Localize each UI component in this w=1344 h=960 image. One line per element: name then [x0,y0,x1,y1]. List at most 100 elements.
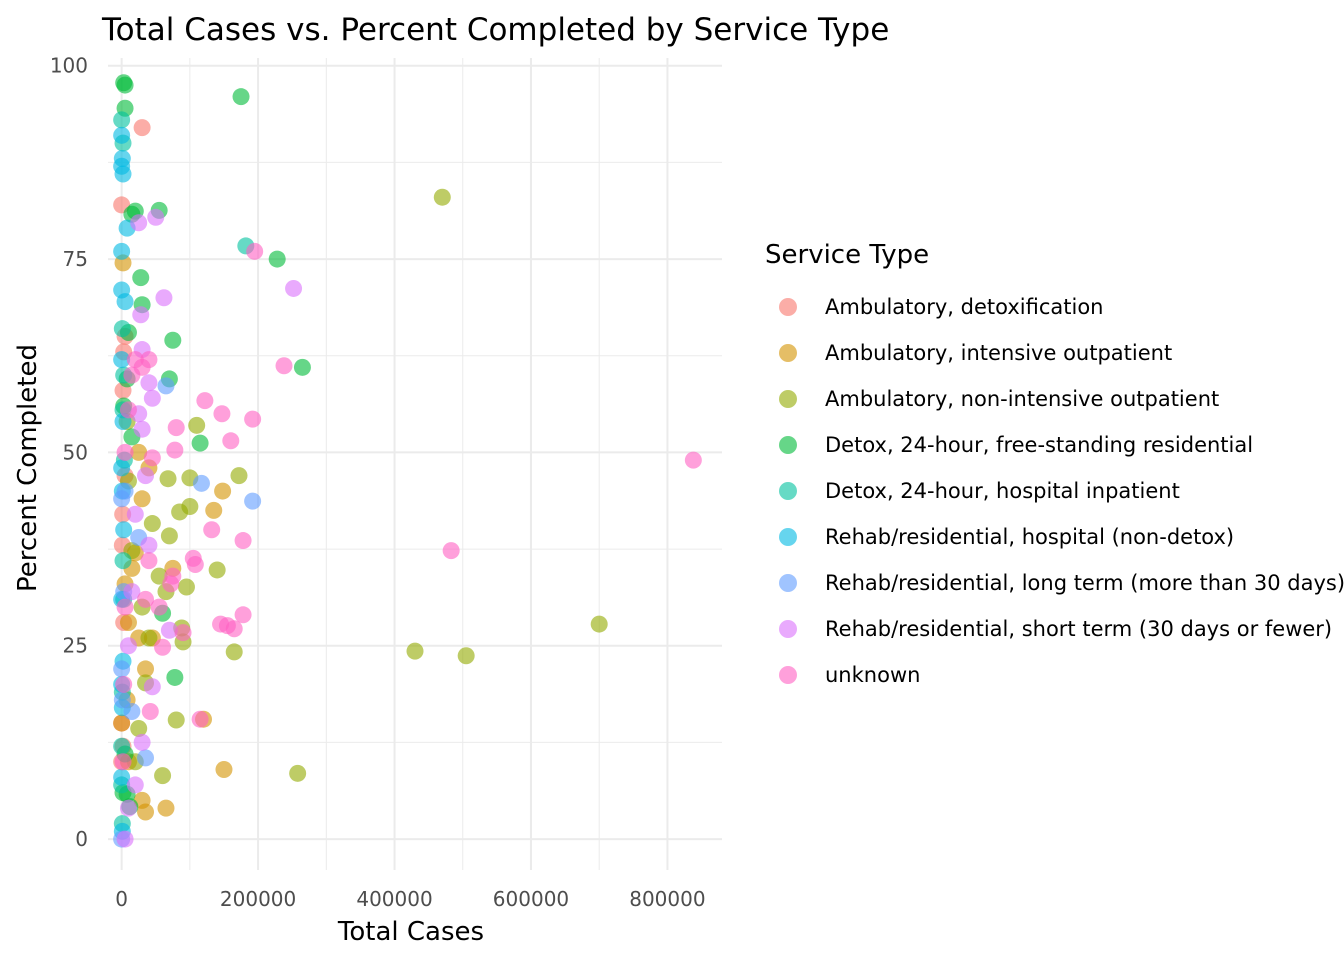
data-point [113,660,131,678]
data-point [406,642,424,660]
y-axis-title: Percent Completed [13,344,43,592]
x-tick-label: 800000 [629,887,705,911]
data-point [114,753,132,771]
x-tick-label: 200000 [220,887,296,911]
data-point [133,420,151,438]
data-point [132,269,150,287]
data-point [222,432,240,450]
data-point [268,250,286,268]
data-point [208,561,226,579]
data-point [192,474,210,492]
data-point [114,505,132,523]
data-point [155,289,173,307]
data-point [123,366,141,384]
legend-label: Detox, 24-hour, hospital inpatient [825,479,1180,503]
data-point [113,768,131,786]
data-point [174,624,192,642]
legend-key [779,344,797,362]
data-point [130,443,148,461]
data-point [115,521,133,539]
data-point [196,392,214,410]
data-point [246,242,264,260]
data-point [157,799,175,817]
data-point [113,242,131,260]
y-tick-label: 50 [63,440,88,464]
data-point [191,434,209,452]
data-point [114,165,132,183]
data-point [119,799,137,817]
legend-label: Rehab/residential, long term (more than … [825,571,1344,595]
data-point [215,760,233,778]
legend-key [779,298,797,316]
legend-label: Rehab/residential, short term (30 days o… [825,617,1332,641]
data-point [132,306,150,324]
data-point [137,749,155,767]
x-tick-label: 0 [115,887,128,911]
legend-key [779,482,797,500]
data-point [119,614,137,632]
data-point [186,556,204,574]
y-tick-label: 75 [63,247,88,271]
data-point [116,443,134,461]
data-point [154,638,172,656]
data-point [143,389,161,407]
data-point [188,416,206,434]
data-point [114,552,132,570]
data-point [113,320,131,338]
data-point [141,702,159,720]
data-point [133,490,151,508]
data-point [234,606,252,624]
data-point [157,377,175,395]
legend-label: Rehab/residential, hospital (non-detox) [825,525,1234,549]
legend: Service Type Ambulatory, detoxification A… [765,240,1344,687]
legend-label: Ambulatory, non-intensive outpatient [825,387,1219,411]
data-point [133,119,151,137]
data-point [130,719,148,737]
data-point [159,470,177,488]
legend-title: Service Type [765,240,929,270]
data-point [191,710,209,728]
data-point [116,598,134,616]
data-point [113,351,131,369]
data-point [126,351,144,369]
x-axis-title: Total Cases [337,917,484,947]
y-tick-label: 0 [75,827,88,851]
data-point [234,532,252,550]
data-point [140,629,158,647]
legend-key [779,620,797,638]
data-point [113,126,131,144]
data-point [143,678,161,696]
data-point [137,660,155,678]
data-point [293,358,311,376]
legend-key [779,436,797,454]
plot-grid [108,58,722,870]
data-point [119,401,137,419]
chart-title: Total Cases vs. Percent Completed by Ser… [101,12,889,48]
data-point [113,459,131,477]
data-point [115,675,133,693]
data-point [115,74,133,92]
data-point [123,583,141,601]
legend-key [779,528,797,546]
legend-key [779,390,797,408]
data-point [119,637,137,655]
x-axis-ticks: 0 200000 400000 600000 800000 [115,887,705,911]
data-point [205,501,223,519]
data-point [160,621,178,639]
data-point [457,647,475,665]
data-point [433,188,451,206]
data-point [143,515,161,533]
data-point [154,767,172,785]
data-point [166,668,184,686]
data-point [140,374,158,392]
data-point [177,578,195,596]
x-tick-label: 600000 [493,887,569,911]
data-point [137,467,155,485]
data-point [113,714,131,732]
data-point [442,542,460,560]
data-point [126,776,144,794]
data-point [126,505,144,523]
data-point [133,733,151,751]
data-point [147,208,165,226]
